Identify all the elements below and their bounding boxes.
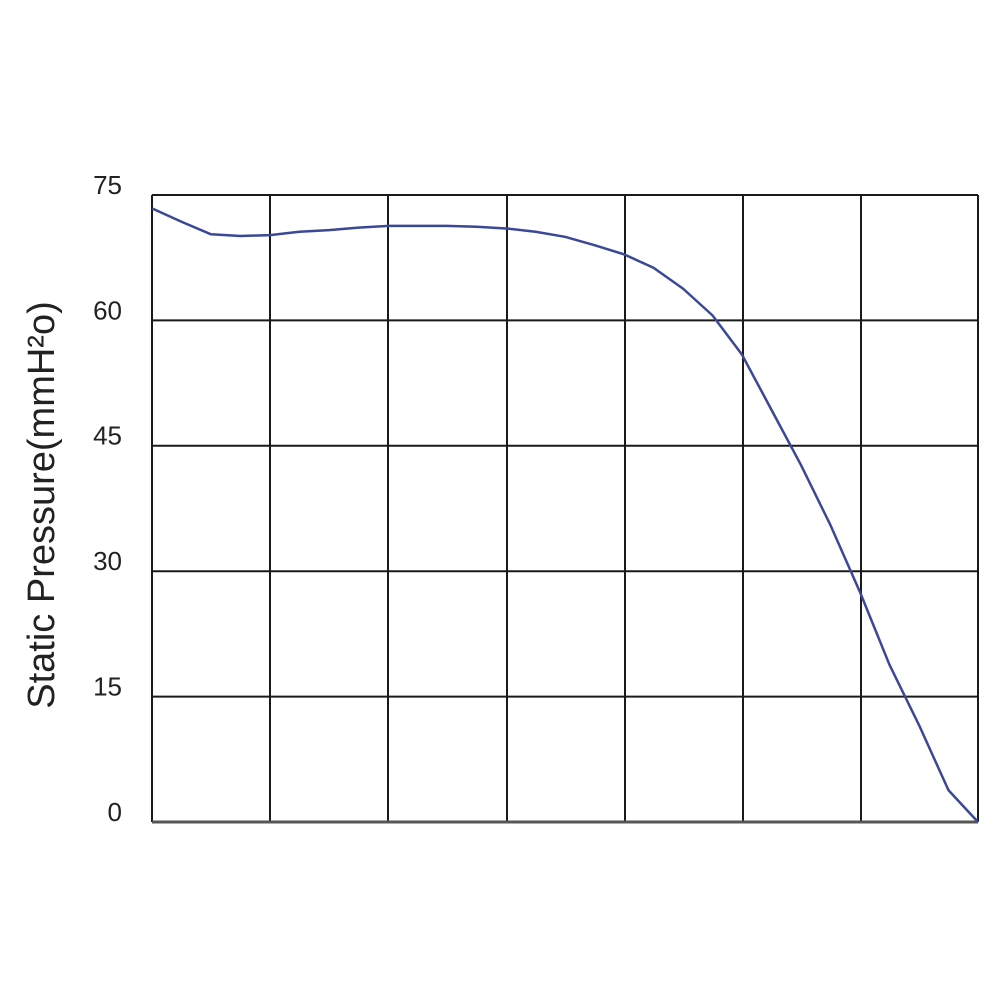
vertical-grid [151, 195, 979, 822]
y-tick-label: 15 [93, 671, 122, 701]
y-tick-label: 75 [93, 170, 122, 200]
y-axis-label: Static Pressure(mmH²o) [21, 301, 63, 709]
y-tick-label: 60 [93, 295, 122, 325]
y-tick-label: 45 [93, 421, 122, 451]
data-line [151, 207, 979, 823]
y-tick-label: 30 [93, 546, 122, 576]
y-tick-label: 0 [108, 797, 122, 827]
